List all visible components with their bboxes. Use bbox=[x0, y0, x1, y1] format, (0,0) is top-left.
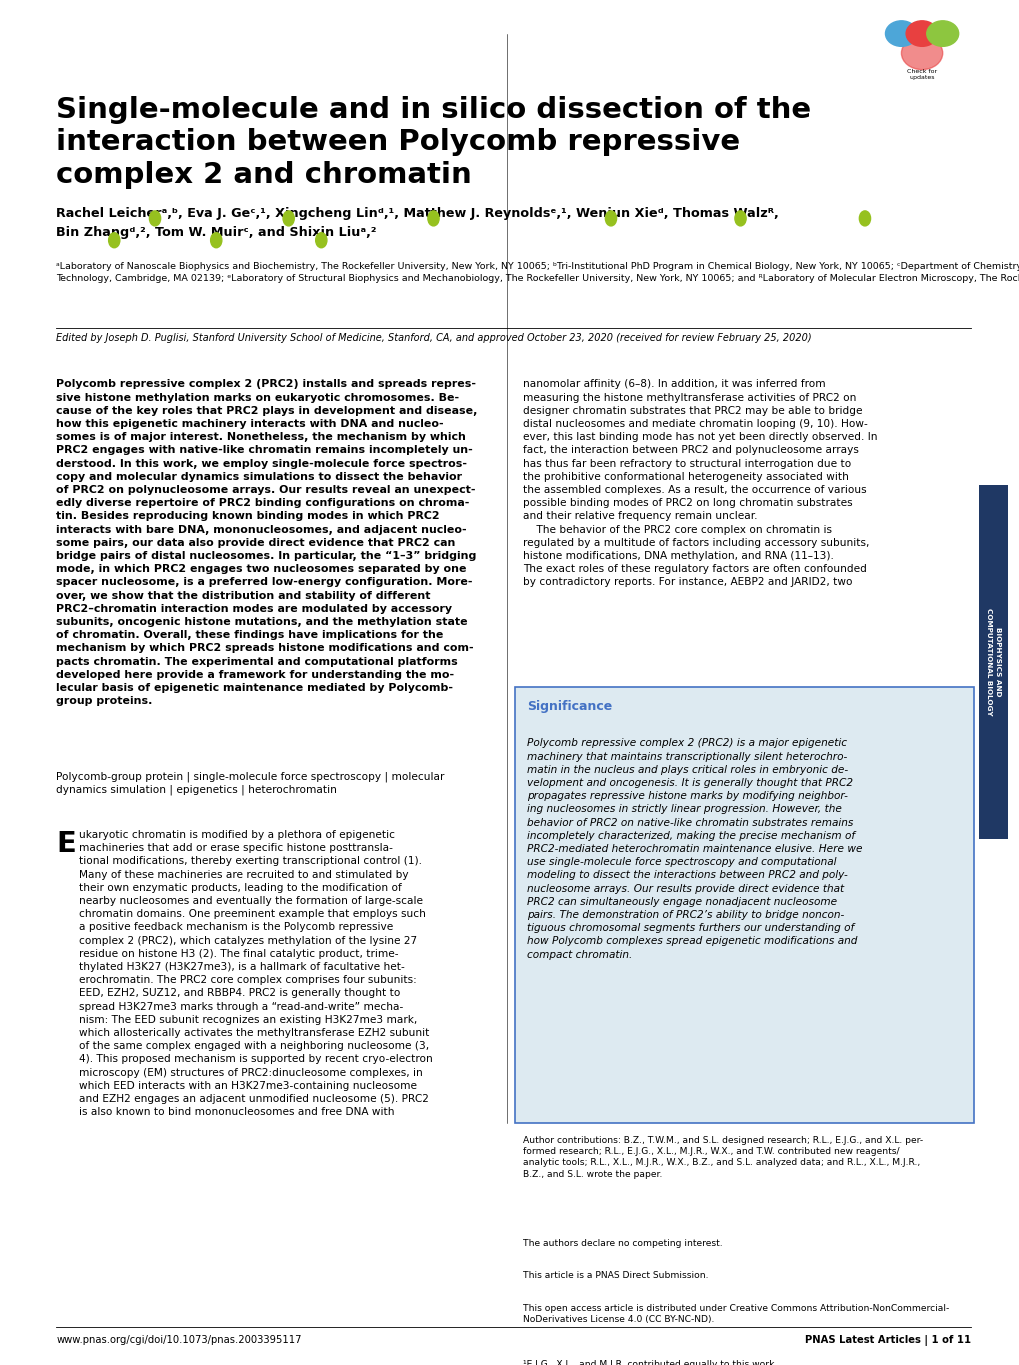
Text: ukaryotic chromatin is modified by a plethora of epigenetic
machineries that add: ukaryotic chromatin is modified by a ple… bbox=[78, 830, 432, 1117]
Circle shape bbox=[859, 212, 870, 227]
Text: This article is a PNAS Direct Submission.: This article is a PNAS Direct Submission… bbox=[523, 1272, 708, 1280]
Text: Polycomb repressive complex 2 (PRC2) is a major epigenetic
machinery that mainta: Polycomb repressive complex 2 (PRC2) is … bbox=[527, 738, 862, 960]
Circle shape bbox=[605, 212, 615, 227]
Circle shape bbox=[428, 212, 439, 227]
Circle shape bbox=[926, 20, 958, 46]
Text: BIOPHYSICS AND
COMPUTATIONAL BIOLOGY: BIOPHYSICS AND COMPUTATIONAL BIOLOGY bbox=[985, 609, 1000, 715]
Circle shape bbox=[211, 233, 222, 248]
Text: PNAS Latest Articles | 1 of 11: PNAS Latest Articles | 1 of 11 bbox=[804, 1335, 970, 1346]
Text: Single-molecule and in silico dissection of the
interaction between Polycomb rep: Single-molecule and in silico dissection… bbox=[56, 96, 810, 190]
Circle shape bbox=[734, 212, 746, 227]
FancyBboxPatch shape bbox=[515, 687, 973, 1123]
Circle shape bbox=[109, 233, 120, 248]
Circle shape bbox=[150, 212, 161, 227]
Text: E: E bbox=[56, 830, 75, 859]
Text: www.pnas.org/cgi/doi/10.1073/pnas.2003395117: www.pnas.org/cgi/doi/10.1073/pnas.200339… bbox=[56, 1335, 302, 1345]
Text: nanomolar affinity (6–8). In addition, it was inferred from
measuring the histon: nanomolar affinity (6–8). In addition, i… bbox=[523, 379, 877, 587]
Text: ¹E.J.G., X.L., and M.J.R. contributed equally to this work.: ¹E.J.G., X.L., and M.J.R. contributed eq… bbox=[523, 1360, 776, 1365]
Text: Author contributions: B.Z., T.W.M., and S.L. designed research; R.L., E.J.G., an: Author contributions: B.Z., T.W.M., and … bbox=[523, 1136, 922, 1178]
Circle shape bbox=[901, 37, 942, 70]
Circle shape bbox=[884, 20, 916, 46]
Text: Polycomb-group protein | single-molecule force spectroscopy | molecular
dynamics: Polycomb-group protein | single-molecule… bbox=[56, 771, 444, 796]
Text: Check for
updates: Check for updates bbox=[906, 70, 936, 81]
Text: This open access article is distributed under Creative Commons Attribution-NonCo: This open access article is distributed … bbox=[523, 1304, 949, 1324]
Text: Rachel Leicherᵃ,ᵇ, Eva J. Geᶜ,¹, Xingcheng Linᵈ,¹, Matthew J. Reynoldsᵉ,¹, Wenju: Rachel Leicherᵃ,ᵇ, Eva J. Geᶜ,¹, Xingche… bbox=[56, 207, 779, 239]
Text: ᵃLaboratory of Nanoscale Biophysics and Biochemistry, The Rockefeller University: ᵃLaboratory of Nanoscale Biophysics and … bbox=[56, 262, 1019, 283]
Circle shape bbox=[905, 20, 937, 46]
Circle shape bbox=[283, 212, 294, 227]
Circle shape bbox=[316, 233, 327, 248]
Text: Polycomb repressive complex 2 (PRC2) installs and spreads repres-
sive histone m: Polycomb repressive complex 2 (PRC2) ins… bbox=[56, 379, 477, 706]
Text: The authors declare no competing interest.: The authors declare no competing interes… bbox=[523, 1239, 722, 1249]
Text: Significance: Significance bbox=[527, 700, 612, 714]
Text: Edited by Joseph D. Puglisi, Stanford University School of Medicine, Stanford, C: Edited by Joseph D. Puglisi, Stanford Un… bbox=[56, 333, 811, 343]
